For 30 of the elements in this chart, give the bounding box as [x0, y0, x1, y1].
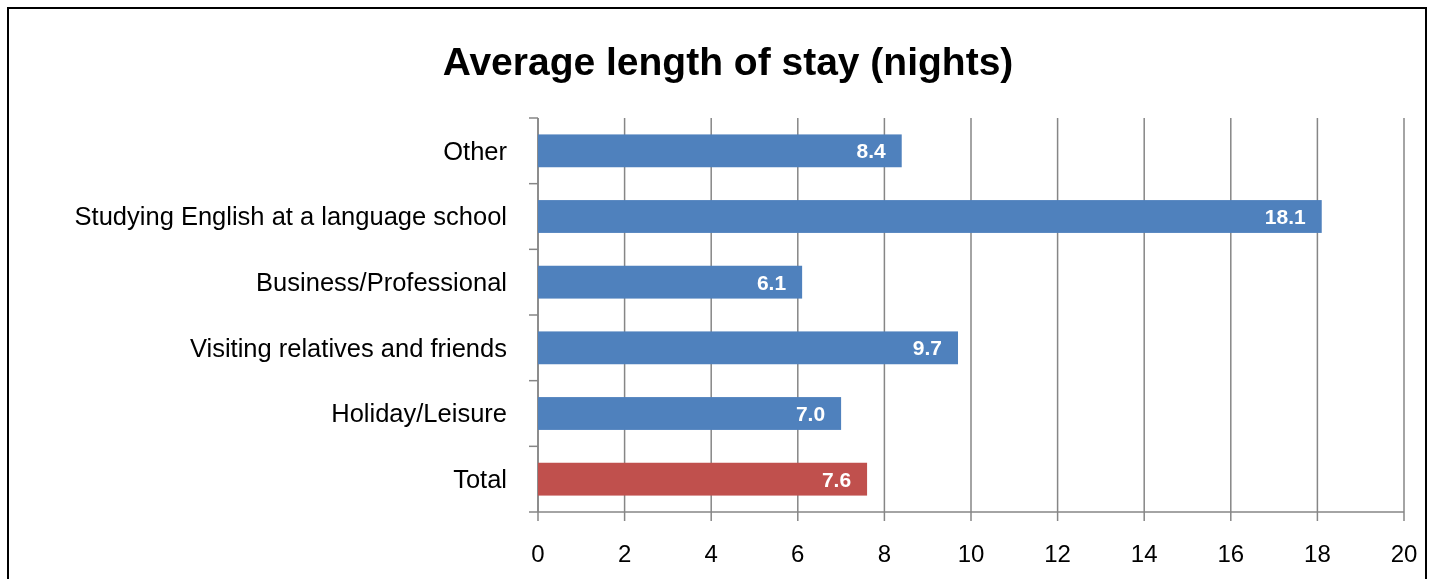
x-tick-label: 0: [531, 540, 545, 567]
x-tick-label: 6: [791, 540, 805, 567]
x-tick-label: 2: [617, 540, 632, 567]
data-label: 18.1: [1264, 205, 1307, 229]
data-label: 6.1: [756, 270, 787, 294]
x-tick-label: 10: [957, 540, 985, 567]
chart-title: Average length of stay (nights): [442, 40, 1014, 83]
data-label: 7.0: [795, 402, 826, 426]
x-tick-label: 16: [1217, 540, 1245, 567]
bar: [538, 397, 842, 430]
y-tick-label: Total: [453, 465, 507, 494]
data-label: 8.4: [856, 139, 887, 163]
x-tick-label: 20: [1390, 540, 1418, 567]
y-tick-label: Visiting relatives and friends: [189, 333, 507, 362]
bar: [538, 462, 868, 496]
x-tick-label: 8: [877, 540, 892, 567]
x-tick-label: 18: [1304, 540, 1331, 567]
data-label: 7.6: [821, 467, 852, 491]
x-tick-label: 14: [1130, 540, 1158, 567]
bar: [538, 200, 1322, 233]
y-tick-label: Holiday/Leisure: [331, 399, 507, 428]
bar: [538, 134, 902, 168]
data-label: 9.7: [912, 336, 943, 360]
y-tick-label: Other: [443, 136, 508, 165]
x-tick-label: 4: [704, 540, 718, 567]
y-tick-label: Studying English at a language school: [74, 202, 507, 231]
bar: [538, 265, 803, 299]
y-tick-label: Business/Professional: [256, 268, 507, 297]
x-tick-label: 12: [1044, 540, 1071, 567]
bar: [538, 331, 959, 365]
